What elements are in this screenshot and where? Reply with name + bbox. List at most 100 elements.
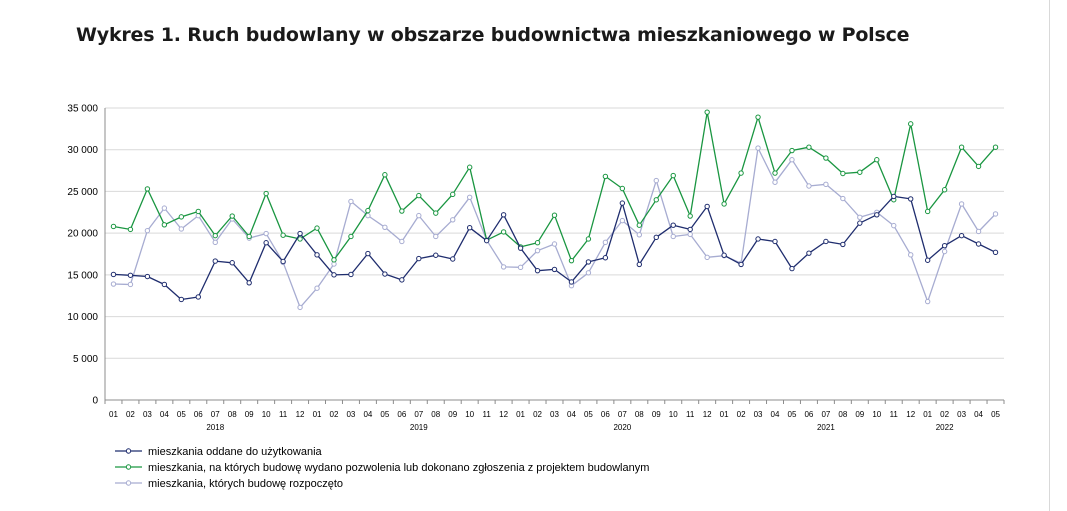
data-point bbox=[466, 194, 473, 200]
data-point bbox=[466, 225, 473, 231]
data-point bbox=[636, 232, 643, 238]
data-point bbox=[517, 245, 524, 251]
data-point bbox=[704, 203, 710, 210]
data-point bbox=[178, 214, 185, 220]
data-point bbox=[229, 213, 235, 219]
data-point bbox=[585, 270, 592, 276]
data-point bbox=[602, 173, 609, 180]
data-point bbox=[297, 304, 303, 311]
y-tick-label: 0 bbox=[92, 396, 98, 407]
data-point bbox=[314, 252, 320, 258]
x-tick-label: 08 bbox=[228, 410, 237, 419]
x-tick-label: 11 bbox=[482, 410, 491, 419]
data-point bbox=[399, 238, 405, 245]
legend-label: mieszkania oddane do użytkowania bbox=[148, 446, 323, 458]
x-tick-label: 05 bbox=[788, 410, 797, 419]
x-tick-label: 12 bbox=[703, 410, 712, 419]
data-point bbox=[263, 230, 269, 237]
data-point bbox=[416, 255, 422, 262]
data-point bbox=[144, 273, 151, 280]
data-point bbox=[704, 109, 710, 115]
data-point bbox=[670, 222, 676, 228]
x-tick-label: 07 bbox=[821, 410, 830, 419]
legend-marker bbox=[125, 448, 132, 454]
data-point bbox=[670, 172, 676, 179]
x-tick-label: 03 bbox=[957, 410, 966, 419]
data-point bbox=[941, 248, 948, 255]
data-point bbox=[314, 285, 320, 291]
data-point bbox=[195, 208, 201, 215]
data-point bbox=[738, 170, 744, 176]
x-tick-label: 04 bbox=[567, 410, 576, 419]
data-point bbox=[110, 271, 117, 278]
x-tick-label: 03 bbox=[754, 410, 763, 419]
chart-title: Wykres 1. Ruch budowlany w obszarze budo… bbox=[76, 24, 910, 46]
data-point bbox=[500, 212, 507, 218]
x-tick-label: 02 bbox=[737, 410, 746, 419]
data-point bbox=[212, 239, 218, 246]
data-point bbox=[365, 212, 371, 219]
data-point bbox=[687, 231, 693, 238]
y-tick-label: 20 000 bbox=[67, 229, 98, 240]
legend-label: mieszkania, na których budowę wydano poz… bbox=[148, 462, 649, 474]
x-tick-label: 11 bbox=[279, 410, 288, 419]
data-point bbox=[280, 232, 286, 238]
x-tick-label: 05 bbox=[584, 410, 593, 419]
data-point bbox=[534, 240, 541, 246]
data-point bbox=[857, 220, 863, 226]
x-tick-label: 07 bbox=[414, 410, 423, 419]
data-point bbox=[382, 172, 388, 178]
data-point bbox=[314, 225, 320, 231]
x-tick-label: 08 bbox=[838, 410, 847, 419]
x-tick-label: 06 bbox=[397, 410, 406, 419]
data-point bbox=[636, 222, 643, 228]
data-point bbox=[110, 281, 117, 287]
data-point bbox=[840, 170, 846, 177]
data-point bbox=[246, 233, 252, 240]
data-point bbox=[416, 192, 422, 199]
data-point bbox=[229, 260, 235, 266]
data-point bbox=[297, 236, 303, 242]
data-point bbox=[263, 240, 269, 246]
data-point bbox=[992, 249, 999, 256]
x-tick-label: 01 bbox=[109, 410, 118, 419]
x-tick-label: 06 bbox=[601, 410, 610, 419]
data-point bbox=[806, 250, 812, 256]
x-tick-label: 08 bbox=[431, 410, 440, 419]
data-point bbox=[297, 230, 303, 237]
data-point bbox=[534, 247, 541, 254]
data-point bbox=[619, 200, 626, 206]
data-point bbox=[382, 271, 388, 277]
data-point bbox=[433, 233, 439, 240]
legend-marker bbox=[125, 480, 132, 486]
data-point bbox=[704, 254, 710, 261]
data-point bbox=[585, 236, 592, 242]
x-tick-label: 02 bbox=[940, 410, 949, 419]
x-tick-label: 05 bbox=[177, 410, 186, 419]
x-tick-label: 08 bbox=[635, 410, 644, 419]
data-point bbox=[534, 267, 541, 274]
data-point bbox=[687, 213, 693, 219]
data-point bbox=[891, 193, 897, 200]
data-point bbox=[551, 241, 558, 247]
data-point bbox=[161, 205, 168, 211]
data-point bbox=[568, 279, 575, 285]
data-point bbox=[110, 223, 117, 230]
data-point bbox=[483, 237, 490, 244]
data-point bbox=[653, 197, 659, 203]
data-point bbox=[924, 257, 931, 263]
data-point bbox=[958, 201, 965, 207]
data-point bbox=[874, 212, 880, 218]
year-label: 2019 bbox=[410, 423, 428, 432]
x-tick-label: 04 bbox=[771, 410, 780, 419]
data-point bbox=[874, 157, 880, 163]
data-point bbox=[924, 208, 931, 215]
year-label: 2018 bbox=[206, 423, 224, 432]
data-point bbox=[619, 185, 626, 192]
data-point bbox=[823, 238, 829, 245]
data-point bbox=[958, 144, 965, 150]
data-point bbox=[365, 207, 371, 214]
series-line bbox=[113, 195, 996, 301]
x-tick-label: 10 bbox=[465, 410, 474, 419]
